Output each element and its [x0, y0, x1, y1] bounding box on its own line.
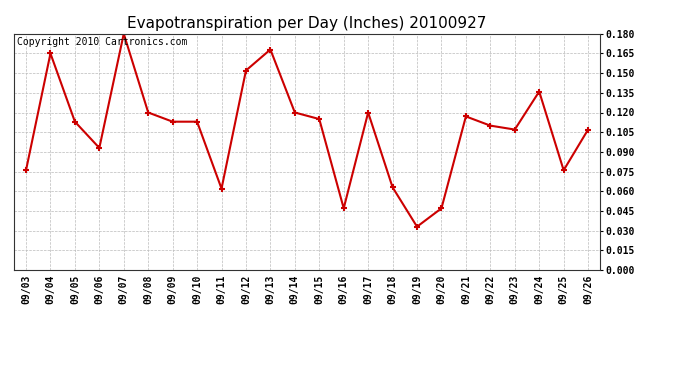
- Title: Evapotranspiration per Day (Inches) 20100927: Evapotranspiration per Day (Inches) 2010…: [128, 16, 486, 31]
- Text: Copyright 2010 Cartronics.com: Copyright 2010 Cartronics.com: [17, 37, 187, 47]
